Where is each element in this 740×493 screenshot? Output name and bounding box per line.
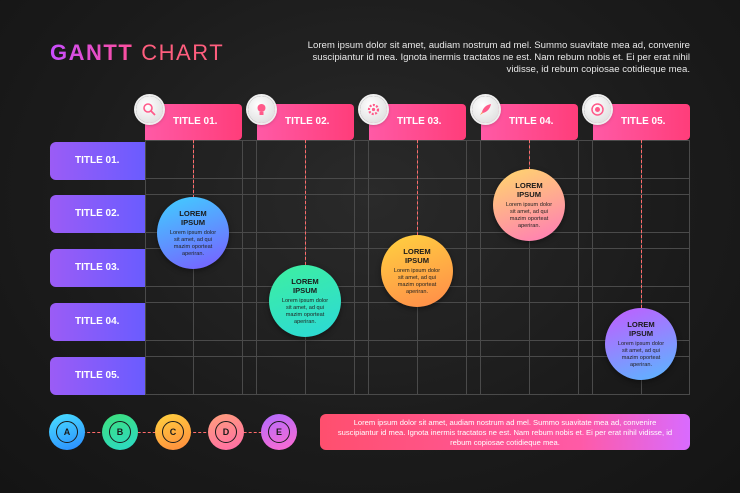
legend-b: B bbox=[102, 414, 138, 450]
gear-icon bbox=[360, 96, 387, 123]
legend-label: B bbox=[109, 421, 131, 443]
connector-line bbox=[305, 140, 306, 265]
task-bubble-title: LOREM IPSUM bbox=[627, 320, 655, 338]
task-bubble-1: LOREM IPSUM Lorem ipsum dolor sit amet, … bbox=[157, 197, 229, 269]
rocket-icon bbox=[472, 96, 499, 123]
lightbulb-icon bbox=[248, 96, 275, 123]
row-header-label: TITLE 04. bbox=[75, 316, 120, 327]
chart-title-main: GANTT bbox=[50, 40, 134, 65]
header-description: Lorem ipsum dolor sit amet, audiam nostr… bbox=[307, 40, 690, 76]
row-header-4: TITLE 04. bbox=[50, 303, 145, 341]
task-bubble-title: LOREM IPSUM bbox=[291, 277, 319, 295]
magnifier-icon bbox=[136, 96, 163, 123]
task-bubble-4: LOREM IPSUM Lorem ipsum dolor sit amet, … bbox=[493, 169, 565, 241]
column-header-4: TITLE 04. bbox=[481, 104, 578, 140]
row-header-label: TITLE 01. bbox=[75, 155, 120, 166]
column-header-label: TITLE 04. bbox=[509, 116, 554, 127]
footer-description-bar: Lorem ipsum dolor sit amet, audiam nostr… bbox=[320, 414, 690, 450]
row-header-5: TITLE 05. bbox=[50, 357, 145, 395]
row-header-label: TITLE 05. bbox=[75, 370, 120, 381]
task-bubble-text: Lorem ipsum dolor sit amet, ad qui mazim… bbox=[393, 268, 441, 295]
task-bubble-5: LOREM IPSUM Lorem ipsum dolor sit amet, … bbox=[605, 308, 677, 380]
connector-line bbox=[417, 140, 418, 235]
row-header-label: TITLE 02. bbox=[75, 208, 120, 219]
column-header-label: TITLE 03. bbox=[397, 116, 442, 127]
task-bubble-title: LOREM IPSUM bbox=[403, 247, 431, 265]
task-bubble-text: Lorem ipsum dolor sit amet, ad qui mazim… bbox=[617, 341, 665, 368]
task-bubble-2: LOREM IPSUM Lorem ipsum dolor sit amet, … bbox=[269, 265, 341, 337]
task-bubble-title: LOREM IPSUM bbox=[179, 209, 207, 227]
legend-label: D bbox=[215, 421, 237, 443]
connector-line bbox=[641, 140, 642, 308]
connector-line bbox=[529, 140, 530, 170]
target-icon bbox=[584, 96, 611, 123]
task-bubble-title: LOREM IPSUM bbox=[515, 181, 543, 199]
connector-line bbox=[193, 140, 194, 198]
row-header-1: TITLE 01. bbox=[50, 142, 145, 180]
row-header-label: TITLE 03. bbox=[75, 262, 120, 273]
task-bubble-text: Lorem ipsum dolor sit amet, ad qui mazim… bbox=[505, 202, 553, 229]
chart-title: GANTT CHART bbox=[50, 40, 224, 66]
legend-label: A bbox=[56, 421, 78, 443]
chart-title-accent: CHART bbox=[141, 40, 225, 65]
legend-label: E bbox=[268, 421, 290, 443]
column-header-label: TITLE 01. bbox=[173, 116, 218, 127]
legend-e: E bbox=[261, 414, 297, 450]
column-header-label: TITLE 05. bbox=[621, 116, 666, 127]
row-header-2: TITLE 02. bbox=[50, 195, 145, 233]
task-bubble-text: Lorem ipsum dolor sit amet, ad qui mazim… bbox=[281, 298, 329, 325]
task-bubble-3: LOREM IPSUM Lorem ipsum dolor sit amet, … bbox=[381, 235, 453, 307]
row-header-3: TITLE 03. bbox=[50, 249, 145, 287]
task-bubble-text: Lorem ipsum dolor sit amet, ad qui mazim… bbox=[169, 230, 217, 257]
legend-label: C bbox=[162, 421, 184, 443]
footer-description: Lorem ipsum dolor sit amet, audiam nostr… bbox=[337, 418, 673, 447]
column-header-label: TITLE 02. bbox=[285, 116, 330, 127]
legend-c: C bbox=[155, 414, 191, 450]
legend-d: D bbox=[208, 414, 244, 450]
legend-a: A bbox=[49, 414, 85, 450]
